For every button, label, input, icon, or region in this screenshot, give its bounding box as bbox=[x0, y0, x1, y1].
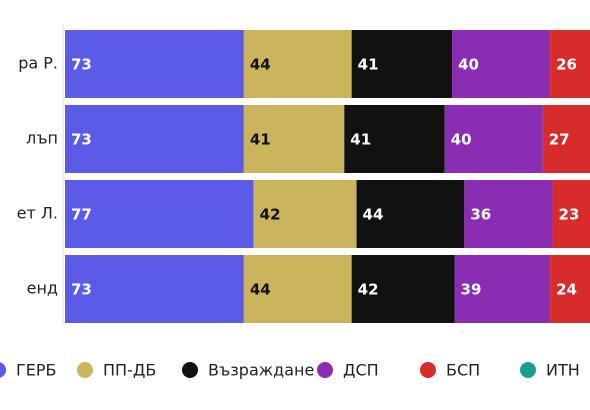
bar-segment bbox=[65, 105, 244, 173]
bar-segment bbox=[351, 30, 453, 98]
bar-segment bbox=[542, 105, 590, 173]
legend-marker bbox=[420, 362, 436, 378]
value-label: 23 bbox=[559, 206, 580, 224]
bar-segment bbox=[452, 30, 551, 98]
legend-label: ИТН bbox=[546, 361, 580, 380]
value-label: 41 bbox=[358, 56, 379, 74]
bar-segment bbox=[243, 30, 352, 98]
bar-segment bbox=[65, 30, 244, 98]
value-label: 77 bbox=[71, 206, 92, 224]
bar-segment bbox=[351, 255, 455, 323]
value-label: 44 bbox=[250, 281, 271, 299]
legend-label: ДСП bbox=[343, 361, 379, 380]
value-label: 26 bbox=[556, 56, 577, 74]
category-label: ра Р. bbox=[18, 54, 58, 73]
legend-marker bbox=[317, 362, 333, 378]
category-label: енд bbox=[27, 279, 58, 298]
bar-segment bbox=[550, 255, 590, 323]
legend-label: БСП bbox=[446, 361, 480, 380]
category-label: лъп bbox=[26, 129, 58, 148]
legend-label: Възраждане bbox=[208, 361, 314, 380]
value-label: 44 bbox=[250, 56, 271, 74]
bar-segment bbox=[464, 180, 553, 248]
bar-segment bbox=[253, 180, 357, 248]
value-label: 42 bbox=[260, 206, 281, 224]
bar-segment bbox=[344, 105, 445, 173]
value-label: 40 bbox=[451, 131, 472, 149]
legend-label: ГЕРБ bbox=[16, 361, 57, 380]
bar-segment bbox=[552, 180, 590, 248]
bar-segment bbox=[454, 255, 551, 323]
bar-segment bbox=[65, 180, 254, 248]
value-label: 40 bbox=[458, 56, 479, 74]
bar-segment bbox=[243, 105, 345, 173]
value-label: 42 bbox=[358, 281, 379, 299]
legend-marker bbox=[520, 362, 536, 378]
bar-segment bbox=[356, 180, 465, 248]
value-label: 27 bbox=[549, 131, 570, 149]
value-label: 73 bbox=[71, 281, 92, 299]
value-label: 36 bbox=[470, 206, 491, 224]
legend-marker bbox=[182, 362, 198, 378]
value-label: 73 bbox=[71, 131, 92, 149]
value-label: 41 bbox=[350, 131, 371, 149]
bar-segment bbox=[444, 105, 543, 173]
value-label: 24 bbox=[556, 281, 577, 299]
legend-label: ПП-ДБ bbox=[103, 361, 156, 380]
value-label: 73 bbox=[71, 56, 92, 74]
category-label: ет Л. bbox=[17, 204, 58, 223]
value-label: 41 bbox=[250, 131, 271, 149]
bar-segment bbox=[65, 255, 244, 323]
legend-marker bbox=[77, 362, 93, 378]
value-label: 39 bbox=[461, 281, 482, 299]
value-label: 44 bbox=[363, 206, 384, 224]
bar-segment bbox=[243, 255, 352, 323]
legend-marker bbox=[0, 362, 6, 378]
bar-segment bbox=[550, 30, 590, 98]
